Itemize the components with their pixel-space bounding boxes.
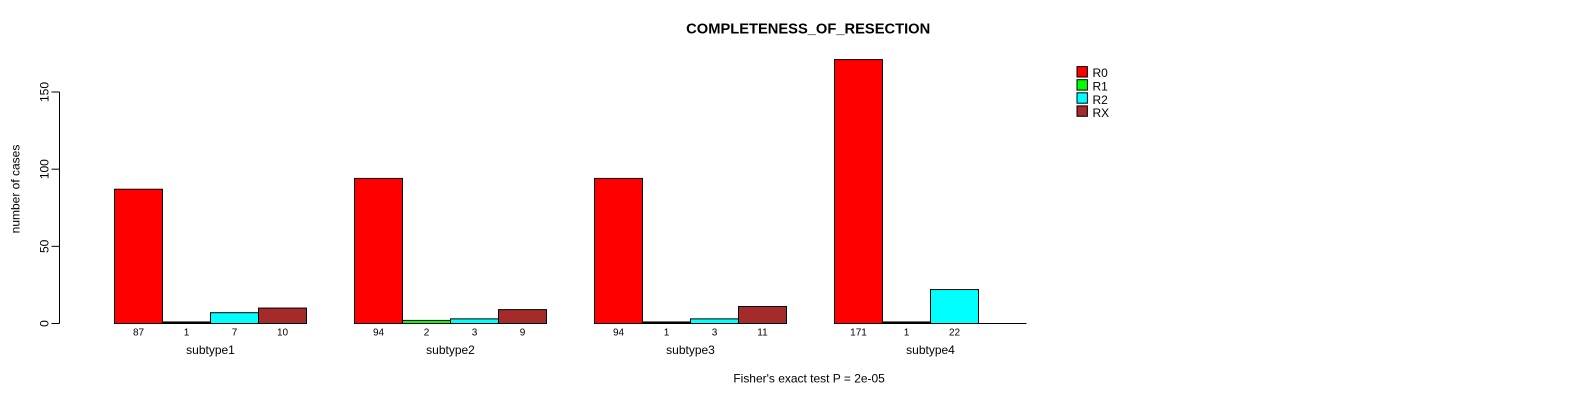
svg-text:94: 94	[613, 328, 625, 339]
svg-text:subtype4: subtype4	[906, 343, 955, 357]
svg-text:11: 11	[757, 328, 768, 339]
svg-text:50: 50	[37, 239, 51, 253]
svg-text:10: 10	[277, 328, 289, 339]
svg-text:R2: R2	[1093, 93, 1109, 107]
svg-text:R1: R1	[1093, 80, 1109, 94]
svg-text:0: 0	[37, 320, 51, 327]
svg-text:COMPLETENESS_OF_RESECTION: COMPLETENESS_OF_RESECTION	[686, 22, 930, 38]
svg-text:subtype1: subtype1	[186, 343, 235, 357]
svg-text:1: 1	[664, 328, 670, 339]
svg-text:22: 22	[949, 328, 961, 339]
svg-text:94: 94	[373, 328, 385, 339]
svg-text:subtype2: subtype2	[426, 343, 475, 357]
svg-text:number of cases: number of cases	[9, 145, 23, 234]
svg-text:100: 100	[37, 159, 51, 179]
svg-text:subtype3: subtype3	[666, 343, 715, 357]
svg-text:7: 7	[232, 328, 238, 339]
svg-text:1: 1	[184, 328, 190, 339]
svg-text:150: 150	[37, 82, 51, 102]
svg-text:1: 1	[904, 328, 910, 339]
svg-text:171: 171	[850, 328, 867, 339]
svg-text:87: 87	[133, 328, 145, 339]
svg-text:Fisher's exact test P = 2e-05: Fisher's exact test P = 2e-05	[733, 372, 885, 386]
svg-text:RX: RX	[1093, 106, 1110, 120]
svg-text:3: 3	[712, 328, 718, 339]
svg-text:3: 3	[472, 328, 478, 339]
svg-text:2: 2	[424, 328, 430, 339]
svg-text:R0: R0	[1093, 66, 1109, 80]
svg-text:9: 9	[520, 328, 526, 339]
